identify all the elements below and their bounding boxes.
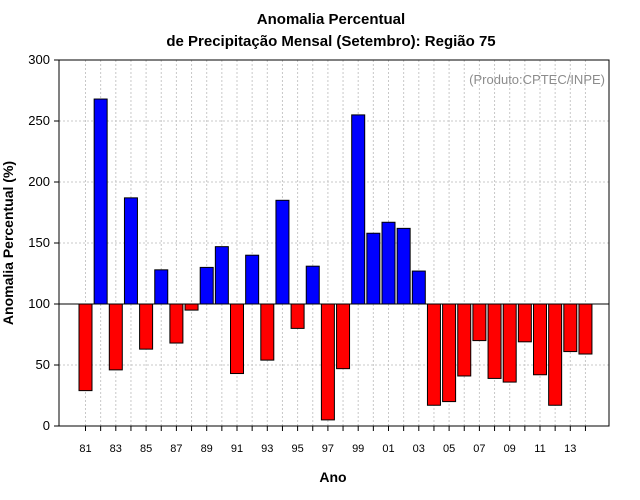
bar-07 — [472, 303, 487, 342]
y-tick-label: 0 — [43, 418, 50, 433]
bar-13 — [563, 303, 578, 353]
x-tick-label: 11 — [534, 443, 545, 455]
chart-title-line1: Anomalia Percentual — [257, 11, 405, 28]
y-tick-label: 250 — [28, 113, 50, 128]
bar-01 — [381, 221, 396, 305]
bar-12 — [548, 303, 563, 406]
bar-83 — [108, 303, 123, 371]
bar-10 — [517, 303, 532, 343]
bar-85 — [139, 303, 154, 350]
bar-08 — [487, 303, 502, 379]
bar-06 — [457, 303, 472, 377]
y-axis-label: Anomalia Percentual (%) — [0, 161, 16, 325]
x-tick-label: 89 — [201, 443, 213, 455]
y-tick-label: 150 — [28, 235, 50, 250]
bar-92 — [245, 254, 260, 305]
bar-88 — [184, 303, 199, 311]
bar-97 — [320, 303, 335, 421]
x-tick-label: 01 — [382, 443, 394, 455]
bar-81 — [78, 303, 93, 392]
bar-93 — [260, 303, 275, 361]
x-tick-label: 13 — [564, 443, 576, 455]
bar-05 — [442, 303, 457, 403]
y-axis-ticks: 0 50 100 150 200 250 300 — [28, 52, 59, 433]
source-annotation: (Produto:CPTEC/INPE) — [469, 72, 605, 87]
y-tick-label: 50 — [36, 357, 50, 372]
chart-title-line2: de Precipitação Mensal (Setembro): Regiã… — [166, 33, 495, 50]
bar-02 — [396, 227, 411, 305]
x-tick-label: 03 — [413, 443, 425, 455]
x-tick-label: 93 — [261, 443, 273, 455]
x-axis-label: Ano — [319, 469, 346, 485]
bar-91 — [230, 303, 244, 375]
bar-82 — [93, 98, 108, 305]
bar-89 — [199, 266, 214, 305]
bar-87 — [169, 303, 184, 344]
x-axis-ticks: 81 83 85 87 89 91 93 95 97 99 01 03 05 07 09 11 13 — [79, 426, 586, 455]
x-tick-label: 87 — [170, 443, 182, 455]
x-tick-label: 97 — [322, 443, 334, 455]
bar-84 — [123, 197, 138, 305]
y-tick-label: 300 — [28, 52, 50, 67]
y-tick-label: 100 — [28, 296, 50, 311]
bar-11 — [533, 303, 547, 376]
x-tick-label: 85 — [140, 443, 152, 455]
bar-04 — [426, 303, 441, 406]
bar-00 — [366, 232, 381, 305]
x-tick-label: 83 — [110, 443, 122, 455]
x-tick-label: 91 — [231, 443, 243, 455]
x-tick-label: 81 — [79, 443, 91, 455]
bar-95 — [290, 303, 305, 329]
bar-09 — [502, 303, 517, 383]
y-tick-label: 200 — [28, 174, 50, 189]
bars — [78, 98, 593, 421]
x-tick-label: 95 — [291, 443, 303, 455]
bar-96 — [305, 265, 320, 305]
bar-14 — [578, 303, 593, 355]
x-tick-label: 05 — [443, 443, 455, 455]
bar-03 — [411, 270, 426, 305]
x-tick-label: 07 — [473, 443, 485, 455]
bar-98 — [336, 303, 351, 370]
bar-99 — [351, 114, 366, 305]
x-tick-label: 99 — [352, 443, 364, 455]
bar-94 — [275, 199, 290, 305]
bar-86 — [154, 269, 169, 305]
bar-90 — [214, 246, 229, 305]
x-tick-label: 09 — [504, 443, 516, 455]
